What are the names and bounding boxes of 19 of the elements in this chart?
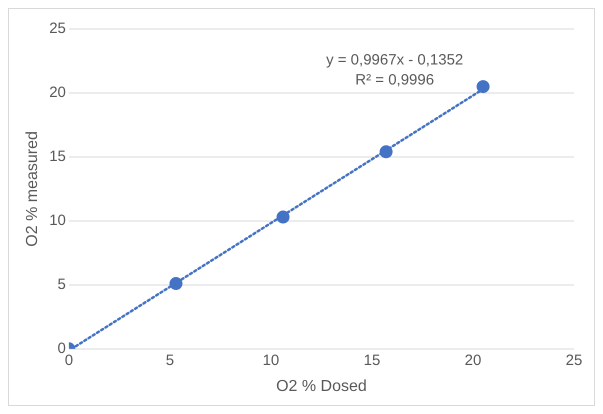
y-tick-label: 25: [49, 20, 66, 38]
y-axis-title: O2 % measured: [24, 131, 42, 247]
y-tick-label: 20: [49, 84, 66, 102]
annotation: y = 0,9967x - 0,1352: [326, 52, 464, 69]
point: [276, 210, 290, 224]
point: [169, 277, 182, 290]
point: [476, 80, 490, 94]
x-tick-label: 15: [364, 352, 380, 369]
y-tick-label: 0: [58, 340, 66, 357]
point: [380, 145, 393, 158]
annotation: R² = 0,9996: [355, 72, 434, 89]
x-tick-label: 20: [464, 352, 482, 369]
x-tick-label: 10: [262, 352, 280, 369]
y-tick-label: 10: [49, 212, 66, 230]
x-tick-label: 5: [166, 352, 174, 369]
x-tick-label: 25: [566, 352, 582, 369]
y-tick-label: 5: [58, 276, 66, 293]
y-tick-label: 15: [49, 148, 66, 166]
x-axis-title: O2 % Dosed: [276, 378, 367, 395]
